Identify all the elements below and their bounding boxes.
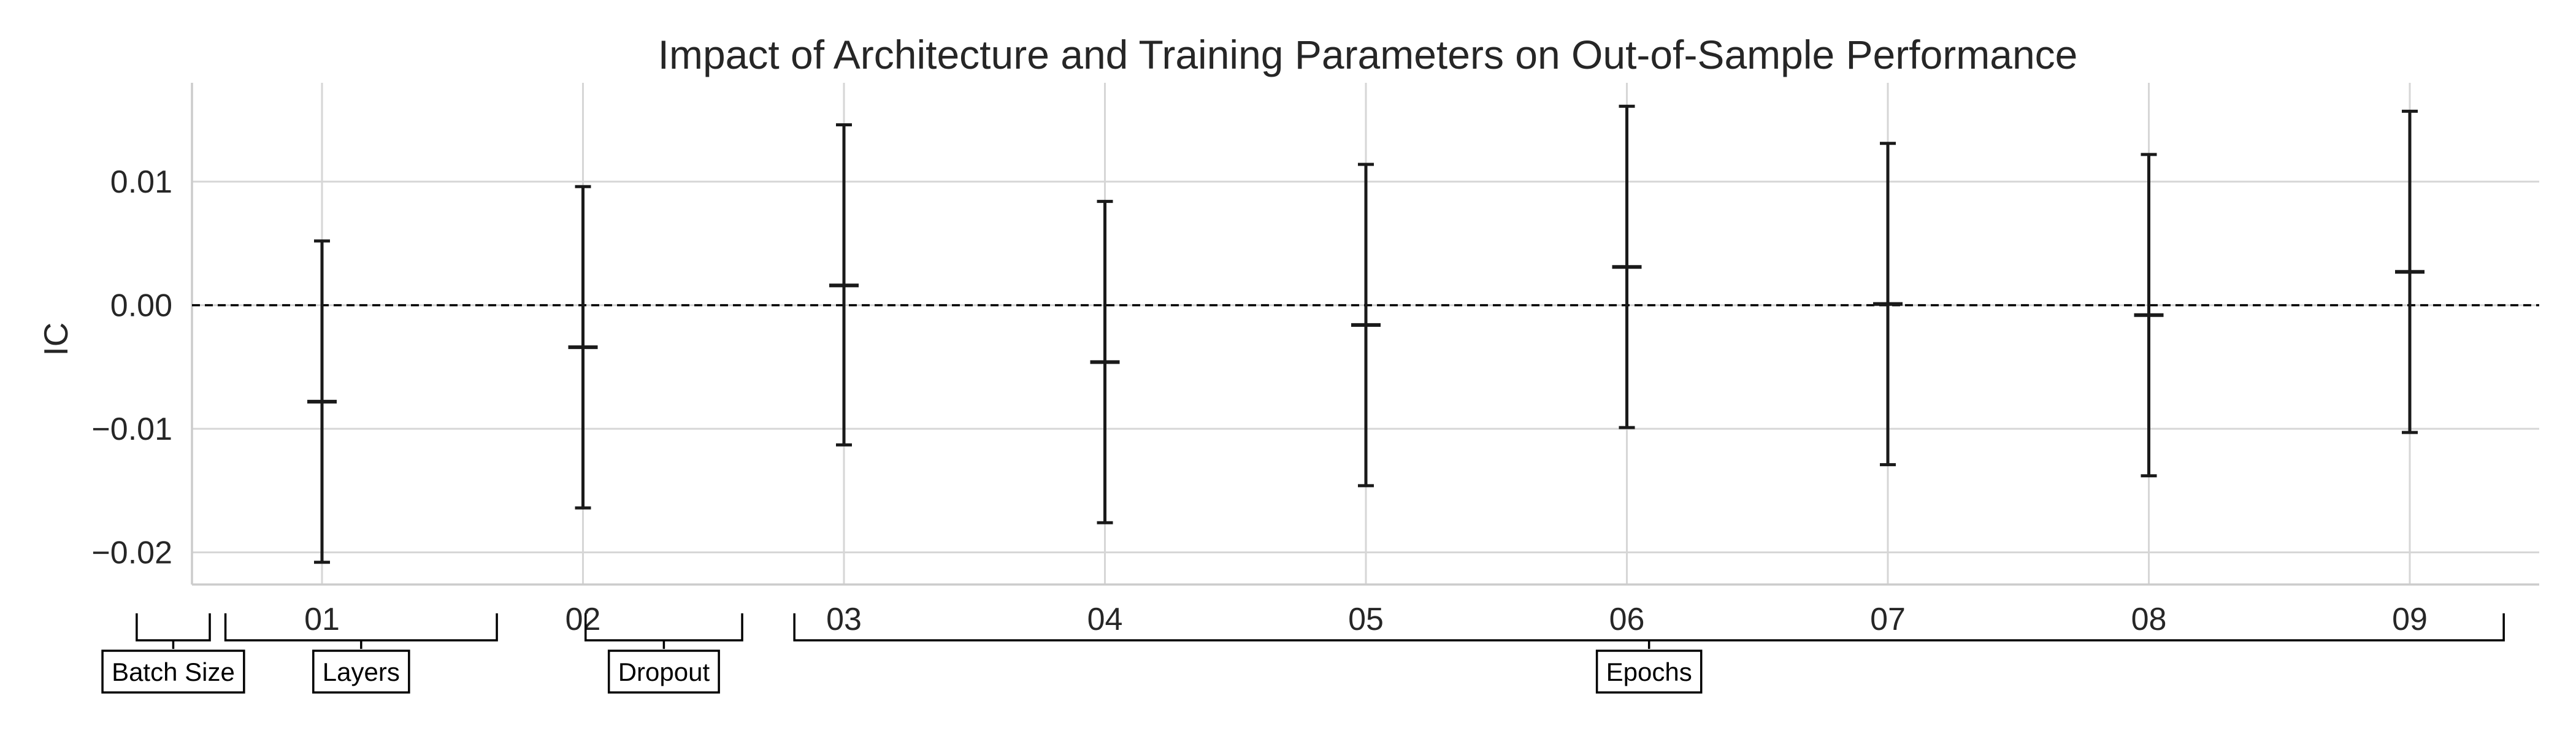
error-bar: [2395, 109, 2425, 434]
group-label: Dropout: [618, 657, 710, 686]
group-bracket: Batch Size: [101, 613, 245, 694]
x-tick-label: 04: [1087, 602, 1123, 637]
x-tick-label: 06: [1609, 602, 1645, 637]
group-bracket: Dropout: [585, 613, 743, 694]
group-label: Layers: [323, 657, 400, 686]
y-tick-label: −0.02: [91, 535, 172, 571]
x-tick-label: 01: [304, 602, 340, 637]
error-bar: [1612, 104, 1642, 429]
error-bar: [2134, 153, 2164, 478]
error-bar: [829, 123, 859, 447]
error-bar: [1351, 163, 1381, 488]
chart-title: Impact of Architecture and Training Para…: [658, 32, 2078, 77]
group-bracket: Epochs: [793, 613, 2505, 694]
group-bracket-line: [793, 613, 2505, 642]
y-tick-label: 0.00: [110, 288, 172, 324]
group-label-box: [1595, 650, 1703, 694]
axes-spines: [191, 83, 2539, 586]
y-tick-label: −0.01: [91, 412, 172, 447]
group-label-box: [607, 650, 720, 694]
group-bracket-line: [585, 613, 743, 642]
error-bar: [568, 185, 598, 510]
x-tick-label: 09: [2392, 602, 2428, 637]
x-tick-label: 08: [2131, 602, 2167, 637]
y-axis-label: IC: [37, 323, 75, 356]
x-tick-labels: 01 02 03 04 05 06 07 08 09: [304, 602, 2428, 637]
error-bar: [307, 239, 337, 564]
error-bars-layer: [307, 104, 2425, 564]
group-bracket-line: [136, 613, 211, 642]
group-bracket: Layers: [224, 613, 498, 694]
group-label: Epochs: [1606, 657, 1692, 686]
group-label: Batch Size: [112, 657, 235, 686]
y-tick-labels: 0.01 0.00 −0.01 −0.02: [91, 164, 172, 570]
group-label-box: [101, 650, 245, 694]
x-tick-label: 03: [826, 602, 862, 637]
y-tick-label: 0.01: [110, 164, 172, 200]
group-label-box: [312, 650, 410, 694]
group-brackets: Batch Size Layers Dropout Epochs: [101, 613, 2505, 694]
error-bar: [1873, 142, 1903, 467]
x-tick-label: 07: [1870, 602, 1906, 637]
x-tick-label: 05: [1348, 602, 1384, 637]
x-tick-label: 02: [565, 602, 601, 637]
group-bracket-line: [224, 613, 498, 642]
error-bar: [1090, 199, 1120, 524]
